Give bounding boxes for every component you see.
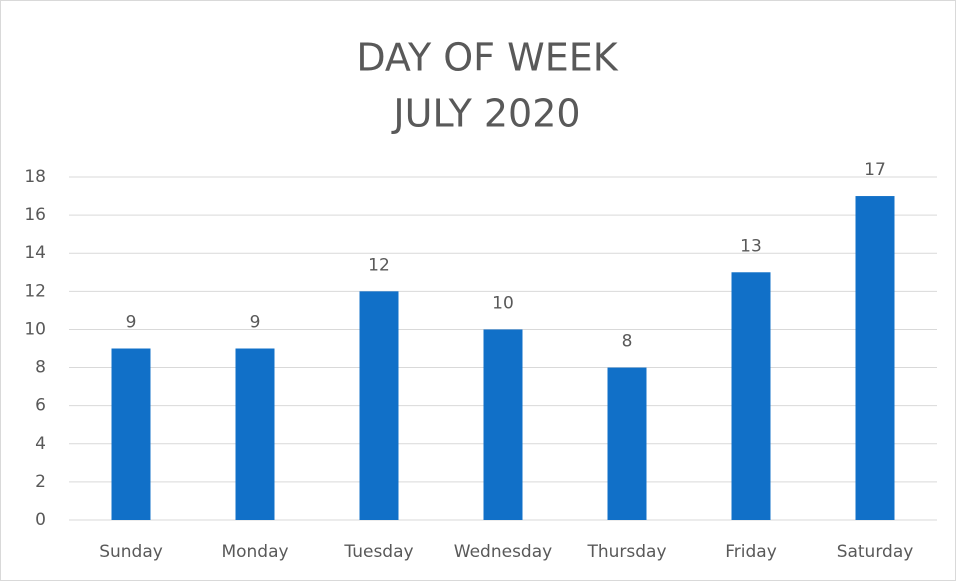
x-tick-label: Tuesday — [343, 542, 413, 562]
data-label: 8 — [622, 332, 633, 352]
bar — [111, 348, 151, 520]
y-tick-label: 4 — [35, 434, 46, 454]
chart-title: DAY OF WEEK — [356, 36, 618, 80]
y-tick-label: 16 — [24, 205, 46, 225]
data-label: 17 — [864, 160, 886, 180]
bar — [731, 272, 771, 520]
data-label: 13 — [740, 236, 762, 256]
data-label: 9 — [250, 313, 261, 333]
data-label: 10 — [492, 293, 514, 313]
x-tick-label: Friday — [725, 542, 777, 562]
x-tick-label: Thursday — [586, 542, 666, 562]
bar — [607, 367, 647, 520]
x-tick-label: Wednesday — [454, 542, 552, 562]
x-tick-label: Sunday — [99, 542, 163, 562]
data-label: 12 — [368, 255, 390, 275]
y-tick-label: 12 — [24, 281, 46, 301]
bar — [359, 291, 399, 520]
y-tick-label: 8 — [35, 358, 46, 378]
x-tick-label: Saturday — [837, 542, 914, 562]
y-tick-label: 6 — [35, 396, 46, 416]
y-tick-label: 14 — [24, 243, 46, 263]
bar — [855, 196, 895, 521]
chart-subtitle: JULY 2020 — [391, 92, 580, 136]
y-tick-label: 18 — [24, 167, 46, 187]
bar — [235, 348, 275, 520]
y-tick-label: 2 — [35, 472, 46, 492]
y-tick-label: 0 — [35, 510, 46, 530]
y-tick-label: 10 — [24, 319, 46, 339]
bar — [483, 329, 523, 520]
data-label: 9 — [126, 313, 137, 333]
x-tick-label: Monday — [221, 542, 288, 562]
